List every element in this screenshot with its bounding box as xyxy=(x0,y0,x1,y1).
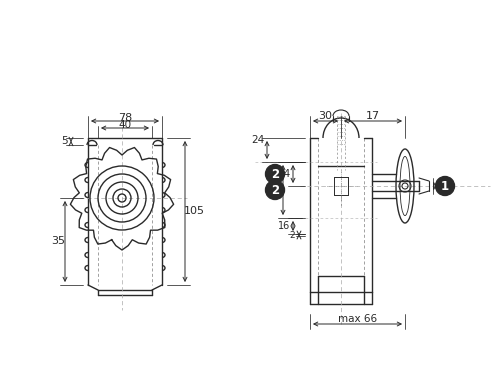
Circle shape xyxy=(266,180,284,200)
Text: 35: 35 xyxy=(51,237,65,246)
Text: 2: 2 xyxy=(289,231,295,240)
Text: 2: 2 xyxy=(271,168,279,180)
Text: 2: 2 xyxy=(271,183,279,196)
Text: 24: 24 xyxy=(252,135,264,145)
Text: 16: 16 xyxy=(278,221,290,231)
Text: 78: 78 xyxy=(118,113,132,123)
Text: 1: 1 xyxy=(441,180,449,192)
Text: 40: 40 xyxy=(118,120,132,130)
Text: 5: 5 xyxy=(62,136,68,147)
Text: 56: 56 xyxy=(268,185,280,195)
Text: 17: 17 xyxy=(366,111,380,121)
Text: 105: 105 xyxy=(184,207,204,216)
Text: 30: 30 xyxy=(318,111,332,121)
Circle shape xyxy=(266,165,284,183)
Text: max 66: max 66 xyxy=(338,314,377,324)
Circle shape xyxy=(436,177,454,195)
Text: 24: 24 xyxy=(278,169,290,179)
